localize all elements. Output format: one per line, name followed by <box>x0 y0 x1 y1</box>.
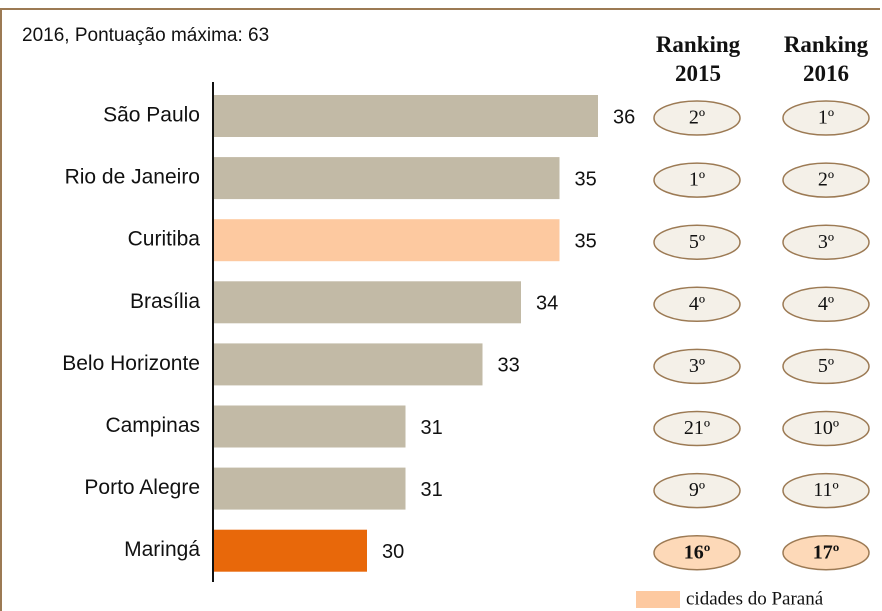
rank-label: 4º <box>818 293 834 315</box>
rank-label: 2º <box>818 169 834 191</box>
category-label: Maringá <box>124 538 200 561</box>
category-label: Curitiba <box>128 228 201 251</box>
rank-label: 16º <box>684 541 711 563</box>
value-label: 30 <box>382 541 404 563</box>
rank-label: 3º <box>818 231 834 253</box>
legend-label: cidades do Paraná <box>686 588 824 609</box>
rank-badge <box>653 534 741 571</box>
rank-label: 10º <box>813 417 839 439</box>
category-label: Belo Horizonte <box>62 352 200 375</box>
bar <box>214 467 406 510</box>
rank-badge <box>653 410 741 447</box>
value-label: 35 <box>575 168 597 190</box>
category-label: São Paulo <box>103 104 200 127</box>
rank-label: 5º <box>689 231 705 253</box>
rank-label: 1º <box>689 169 705 191</box>
category-label: Brasília <box>130 290 200 313</box>
bar <box>214 157 560 200</box>
rank-label: 21º <box>684 417 710 439</box>
rank-badge <box>782 534 870 571</box>
rank-badge <box>782 224 870 260</box>
rank-label: 1º <box>818 107 834 129</box>
rank-badge <box>653 286 741 323</box>
rank-badge <box>653 472 741 509</box>
value-label: 33 <box>498 355 520 377</box>
rank-badge <box>782 472 870 509</box>
rank-badge <box>782 410 870 447</box>
rank-label: 2º <box>689 107 705 129</box>
bar <box>214 343 483 386</box>
value-label: 36 <box>613 106 635 128</box>
rank-label: 17º <box>813 541 840 563</box>
rank-label: 9º <box>689 479 705 501</box>
rank-badge <box>782 348 870 385</box>
bar <box>214 281 521 324</box>
ranking-header: Ranking 2016 <box>783 32 869 86</box>
rank-badge <box>653 348 741 385</box>
rank-badge <box>653 224 741 260</box>
value-label: 31 <box>421 479 443 501</box>
rank-label: 11º <box>813 479 838 501</box>
category-label: Porto Alegre <box>84 476 200 499</box>
ranking-header: Ranking 2015 <box>655 32 741 86</box>
rank-label: 3º <box>689 355 705 377</box>
bar <box>214 219 560 262</box>
rank-badge <box>782 286 870 323</box>
bar <box>214 529 367 572</box>
rank-badge <box>653 162 741 198</box>
rank-badge <box>653 100 741 136</box>
rank-label: 5º <box>818 355 834 377</box>
subtitle: 2016, Pontuação máxima: 63 <box>22 25 269 46</box>
rank-badge <box>782 100 870 136</box>
rank-badge <box>782 162 870 198</box>
value-label: 35 <box>575 230 597 252</box>
value-label: 34 <box>536 293 558 315</box>
frame <box>0 8 880 611</box>
rank-label: 4º <box>689 293 705 315</box>
value-label: 31 <box>421 417 443 439</box>
category-label: Rio de Janeiro <box>65 166 200 189</box>
bar <box>214 95 598 137</box>
legend-swatch <box>636 591 680 608</box>
category-label: Campinas <box>105 414 200 437</box>
bar <box>214 405 406 448</box>
